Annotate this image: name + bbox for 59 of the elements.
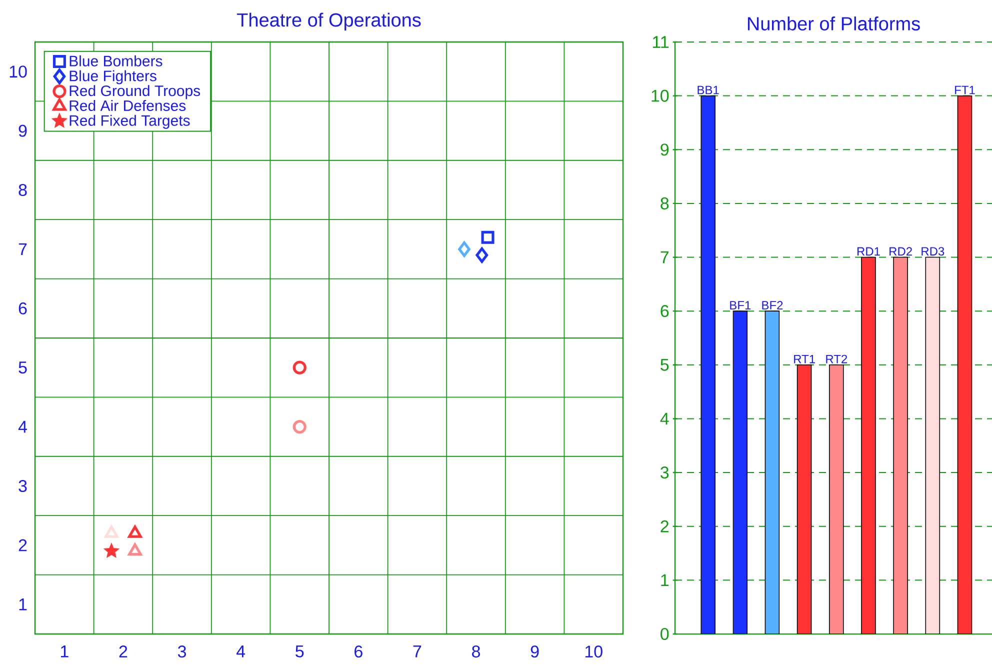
y-tick-label: 6 xyxy=(660,305,669,318)
category-label: RT2 xyxy=(826,354,848,364)
x-tick-label: 4 xyxy=(236,646,246,658)
y-tick-label: 10 xyxy=(10,66,27,78)
y-tick-label: 1 xyxy=(661,574,669,586)
category-label: BF2 xyxy=(762,301,783,310)
point xyxy=(292,360,306,374)
x-tick-label: 5 xyxy=(296,646,304,658)
category-label: BB1 xyxy=(698,86,719,94)
y-tick-label: 8 xyxy=(18,184,27,196)
y-tick-label: 5 xyxy=(660,358,669,371)
legend-label: Blue Fighters xyxy=(70,70,156,84)
bar xyxy=(732,310,748,634)
category-label: RT1 xyxy=(794,354,815,364)
point xyxy=(292,420,306,434)
point xyxy=(481,230,494,244)
category-label: BF1 xyxy=(730,301,751,310)
y-tick-label: 9 xyxy=(18,124,27,137)
y-tick-label: 8 xyxy=(660,197,669,210)
chart-title: Theatre of Operations xyxy=(237,12,421,30)
point xyxy=(128,543,142,556)
x-tick-label: 3 xyxy=(178,646,186,658)
y-tick-label: 2 xyxy=(660,520,668,532)
chart-title: Number of Platforms xyxy=(748,16,920,30)
x-tick-label: 7 xyxy=(413,646,422,658)
x-tick-label: 8 xyxy=(472,646,480,658)
y-tick-label: 4 xyxy=(660,412,669,425)
y-tick-label: 6 xyxy=(18,302,27,314)
legend-label: Red Ground Troops xyxy=(70,85,200,100)
y-tick-label: 3 xyxy=(18,480,27,492)
x-tick-label: 1 xyxy=(60,646,68,658)
legend-label: Blue Bombers xyxy=(70,55,162,66)
y-tick-label: 5 xyxy=(18,362,27,374)
category-label: FT1 xyxy=(955,86,975,94)
x-tick-label: 10 xyxy=(585,646,602,658)
y-tick-label: 1 xyxy=(19,598,27,610)
x-tick-label: 6 xyxy=(354,646,362,658)
y-tick-label: 9 xyxy=(660,144,669,156)
bar xyxy=(700,95,716,634)
point xyxy=(458,241,470,257)
point xyxy=(128,526,142,538)
y-tick-label: 11 xyxy=(652,36,669,48)
point xyxy=(104,543,119,558)
point xyxy=(476,247,488,263)
point xyxy=(104,526,118,538)
legend-label: Red Fixed Targets xyxy=(70,114,190,129)
y-tick-label: 2 xyxy=(18,539,27,552)
category-label: RD3 xyxy=(922,247,944,256)
y-tick-label: 7 xyxy=(18,243,27,256)
y-tick-label: 10 xyxy=(652,90,669,102)
x-tick-label: 9 xyxy=(530,646,539,658)
y-tick-label: 4 xyxy=(18,420,27,433)
category-label: RD1 xyxy=(857,247,880,256)
category-label: RD2 xyxy=(890,247,912,256)
y-tick-label: 7 xyxy=(660,251,668,264)
x-tick-label: 2 xyxy=(119,646,128,658)
y-tick-label: 3 xyxy=(660,466,669,479)
legend-label: Red Air Defenses xyxy=(70,100,186,111)
y-tick-label: 0 xyxy=(660,628,669,640)
